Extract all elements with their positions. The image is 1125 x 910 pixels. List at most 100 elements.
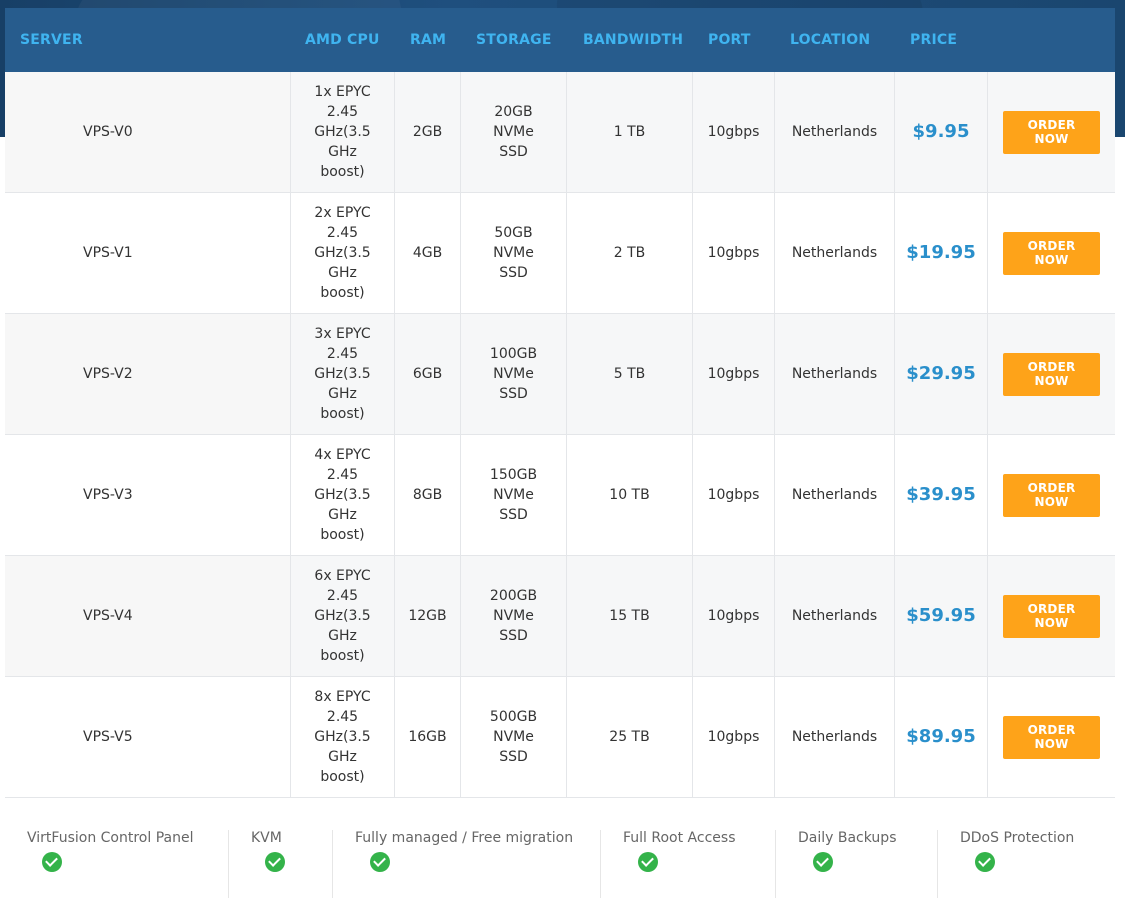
server-name: VPS-V0	[5, 72, 291, 192]
location-spec: Netherlands	[775, 314, 895, 434]
location-spec: Netherlands	[775, 72, 895, 192]
order-cell: ORDER NOW	[988, 314, 1115, 434]
storage-spec: 200GB NVMe SSD	[461, 556, 567, 676]
order-now-button[interactable]: ORDER NOW	[1003, 715, 1100, 759]
feature-root-access: Full Root Access	[623, 830, 736, 900]
cpu-spec: 4x EPYC 2.45 GHz(3.5 GHz boost)	[291, 435, 395, 555]
header-cpu: AMD CPU	[305, 32, 380, 48]
header-port: PORT	[708, 32, 751, 48]
bandwidth-spec: 10 TB	[567, 435, 693, 555]
feature-kvm: KVM	[251, 830, 285, 900]
header-location: LOCATION	[790, 32, 871, 48]
order-now-button[interactable]: ORDER NOW	[1003, 594, 1100, 638]
storage-spec: 500GB NVMe SSD	[461, 677, 567, 797]
order-cell: ORDER NOW	[988, 435, 1115, 555]
feature-control-panel: VirtFusion Control Panel	[27, 830, 193, 900]
table-row: VPS-V2 3x EPYC 2.45 GHz(3.5 GHz boost) 6…	[5, 314, 1115, 435]
order-now-button[interactable]: ORDER NOW	[1003, 473, 1100, 517]
storage-spec: 100GB NVMe SSD	[461, 314, 567, 434]
check-circle-icon	[370, 852, 390, 872]
ram-spec: 4GB	[395, 193, 461, 313]
order-now-button[interactable]: ORDER NOW	[1003, 231, 1100, 275]
cpu-spec: 2x EPYC 2.45 GHz(3.5 GHz boost)	[291, 193, 395, 313]
location-spec: Netherlands	[775, 435, 895, 555]
port-spec: 10gbps	[693, 193, 775, 313]
order-cell: ORDER NOW	[988, 556, 1115, 676]
location-spec: Netherlands	[775, 677, 895, 797]
price: $59.95	[895, 556, 988, 676]
port-spec: 10gbps	[693, 435, 775, 555]
ram-spec: 2GB	[395, 72, 461, 192]
server-name: VPS-V5	[5, 677, 291, 797]
table-row: VPS-V3 4x EPYC 2.45 GHz(3.5 GHz boost) 8…	[5, 435, 1115, 556]
table-row: VPS-V1 2x EPYC 2.45 GHz(3.5 GHz boost) 4…	[5, 193, 1115, 314]
server-name: VPS-V3	[5, 435, 291, 555]
price: $29.95	[895, 314, 988, 434]
header-price: PRICE	[910, 32, 958, 48]
ram-spec: 8GB	[395, 435, 461, 555]
feature-label: VirtFusion Control Panel	[27, 830, 194, 846]
bandwidth-spec: 5 TB	[567, 314, 693, 434]
feature-label: Full Root Access	[623, 830, 736, 846]
feature-divider	[937, 830, 938, 898]
check-circle-icon	[42, 852, 62, 872]
feature-divider	[332, 830, 333, 898]
cpu-spec: 6x EPYC 2.45 GHz(3.5 GHz boost)	[291, 556, 395, 676]
port-spec: 10gbps	[693, 314, 775, 434]
price: $9.95	[895, 72, 988, 192]
header-storage: STORAGE	[476, 32, 552, 48]
ram-spec: 16GB	[395, 677, 461, 797]
feature-label: KVM	[251, 830, 282, 846]
order-cell: ORDER NOW	[988, 193, 1115, 313]
order-cell: ORDER NOW	[988, 677, 1115, 797]
features-bar: VirtFusion Control Panel KVM Fully manag…	[5, 800, 1115, 910]
pricing-table-body: VPS-V0 1x EPYC 2.45 GHz(3.5 GHz boost) 2…	[5, 72, 1115, 798]
ram-spec: 6GB	[395, 314, 461, 434]
port-spec: 10gbps	[693, 72, 775, 192]
storage-spec: 50GB NVMe SSD	[461, 193, 567, 313]
feature-divider	[600, 830, 601, 898]
feature-managed-migration: Fully managed / Free migration	[355, 830, 573, 900]
location-spec: Netherlands	[775, 556, 895, 676]
bandwidth-spec: 25 TB	[567, 677, 693, 797]
cpu-spec: 3x EPYC 2.45 GHz(3.5 GHz boost)	[291, 314, 395, 434]
table-row: VPS-V0 1x EPYC 2.45 GHz(3.5 GHz boost) 2…	[5, 72, 1115, 193]
feature-label: Fully managed / Free migration	[355, 830, 574, 846]
check-circle-icon	[813, 852, 833, 872]
bandwidth-spec: 2 TB	[567, 193, 693, 313]
price: $89.95	[895, 677, 988, 797]
table-header: SERVER AMD CPU RAM STORAGE BANDWIDTH POR…	[5, 8, 1115, 72]
bandwidth-spec: 1 TB	[567, 72, 693, 192]
feature-divider	[228, 830, 229, 898]
header-server: SERVER	[20, 32, 83, 48]
order-now-button[interactable]: ORDER NOW	[1003, 352, 1100, 396]
table-row: VPS-V4 6x EPYC 2.45 GHz(3.5 GHz boost) 1…	[5, 556, 1115, 677]
ram-spec: 12GB	[395, 556, 461, 676]
pricing-panel: SERVER AMD CPU RAM STORAGE BANDWIDTH POR…	[5, 8, 1115, 910]
location-spec: Netherlands	[775, 193, 895, 313]
price: $19.95	[895, 193, 988, 313]
server-name: VPS-V1	[5, 193, 291, 313]
feature-label: DDoS Protection	[960, 830, 1075, 846]
cpu-spec: 8x EPYC 2.45 GHz(3.5 GHz boost)	[291, 677, 395, 797]
port-spec: 10gbps	[693, 556, 775, 676]
storage-spec: 20GB NVMe SSD	[461, 72, 567, 192]
header-ram: RAM	[410, 32, 447, 48]
header-bandwidth: BANDWIDTH	[583, 32, 684, 48]
check-circle-icon	[975, 852, 995, 872]
check-circle-icon	[265, 852, 285, 872]
table-row: VPS-V5 8x EPYC 2.45 GHz(3.5 GHz boost) 1…	[5, 677, 1115, 798]
feature-label: Daily Backups	[798, 830, 897, 846]
feature-divider	[775, 830, 776, 898]
server-name: VPS-V4	[5, 556, 291, 676]
port-spec: 10gbps	[693, 677, 775, 797]
server-name: VPS-V2	[5, 314, 291, 434]
storage-spec: 150GB NVMe SSD	[461, 435, 567, 555]
order-now-button[interactable]: ORDER NOW	[1003, 110, 1100, 154]
bandwidth-spec: 15 TB	[567, 556, 693, 676]
feature-daily-backups: Daily Backups	[798, 830, 897, 900]
cpu-spec: 1x EPYC 2.45 GHz(3.5 GHz boost)	[291, 72, 395, 192]
feature-ddos-protection: DDoS Protection	[960, 830, 1074, 900]
order-cell: ORDER NOW	[988, 72, 1115, 192]
price: $39.95	[895, 435, 988, 555]
